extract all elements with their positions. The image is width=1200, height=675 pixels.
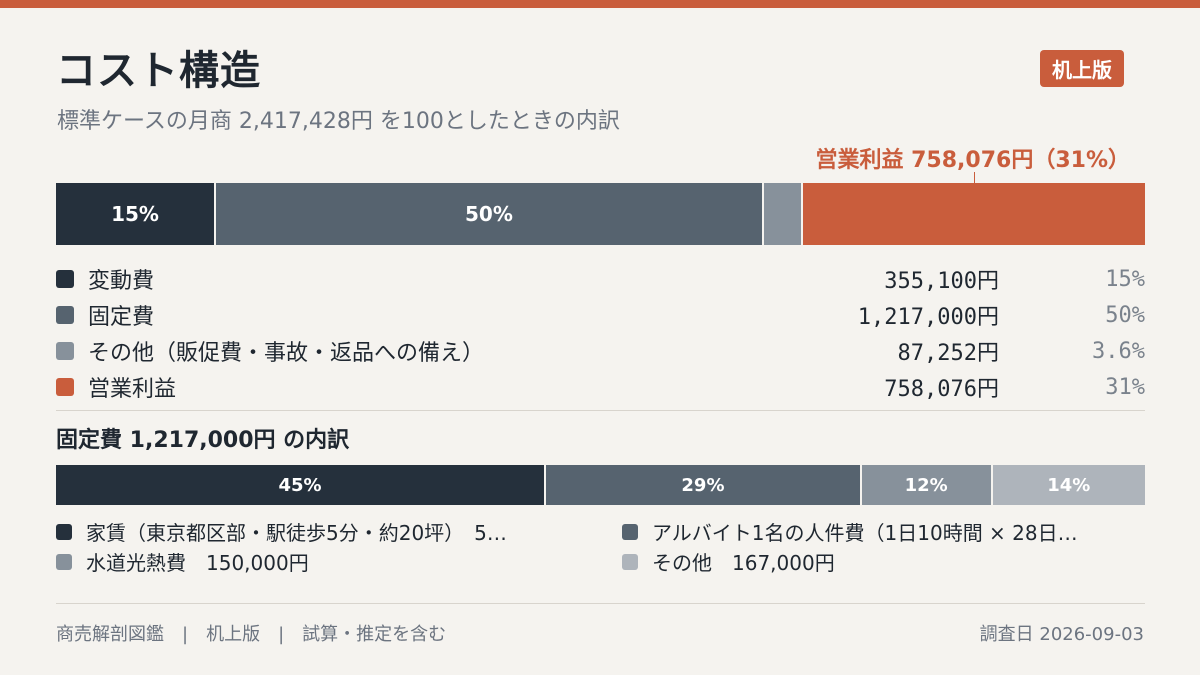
legend-label: その他 167,000円 [652,551,835,575]
legend-label: 営業利益 [88,377,177,402]
legend-value: 1,217,000円 [857,305,999,330]
legend-percent: 3.6% [1092,338,1145,364]
footer-divider [56,603,1145,604]
legend-swatch [56,378,74,396]
legend-label: アルバイト1名の人件費（1日10時間 × 28日… [652,521,1078,545]
breakdown-legend-item: 家賃（東京都区部・駅徒歩5分・約20坪） 5… [56,517,507,546]
bar-segment [763,183,804,245]
bar-segment: 29% [546,465,862,505]
legend-label: その他（販促費・事故・返品への備え） [88,341,485,366]
bar-segment-label: 14% [1047,474,1091,496]
legend-swatch [622,553,638,570]
bar-segment-label: 50% [465,202,513,226]
footer-source: 商売解剖図鑑 | 机上版 | 試算・推定を含む [56,624,447,645]
legend-percent: 31% [1105,374,1145,400]
bar-segment: 45% [56,465,547,505]
legend-swatch [56,342,74,360]
bar-segment: 12% [861,465,993,505]
breakdown-legend-item: アルバイト1名の人件費（1日10時間 × 28日… [622,517,1078,546]
breakdown-legend-item: 水道光熱費 150,000円 [56,547,309,576]
bar-segment-label: 15% [111,202,159,226]
bar-segment: 15% [56,183,217,245]
legend-row: 固定費 1,217,000円 50% [56,297,1145,333]
bar-segment-label: 29% [681,474,725,496]
cost-legend: 変動費 355,100円 15% 固定費 1,217,000円 50% その他（販促費・事故… [56,261,1145,405]
legend-value: 758,076円 [884,377,999,402]
legend-swatch [56,553,72,570]
legend-percent: 50% [1105,302,1145,328]
legend-swatch [56,306,74,324]
bar-segment [803,183,1145,245]
footer-survey-date: 調査日 2026-09-03 [979,624,1144,645]
section-divider [56,410,1145,411]
legend-value: 87,252円 [897,341,999,366]
legend-swatch [56,523,72,540]
legend-swatch [622,523,638,540]
legend-percent: 15% [1105,266,1145,292]
legend-row: 変動費 355,100円 15% [56,261,1145,297]
bar-segment-label: 45% [278,474,322,496]
page-subtitle: 標準ケースの月商 2,417,428円 を100としたときの内訳 [57,109,620,134]
legend-label: 固定費 [88,305,155,330]
profit-callout: 営業利益 758,076円（31%） [815,148,1130,173]
legend-value: 355,100円 [884,269,999,294]
bar-segment: 14% [992,465,1145,505]
top-accent-bar [0,0,1200,8]
legend-label: 変動費 [88,269,155,294]
page-title: コスト構造 [56,48,261,94]
bar-segment: 50% [216,183,764,245]
legend-swatch [56,270,74,288]
legend-label: 水道光熱費 150,000円 [86,551,309,575]
cost-structure-stacked-bar: 15% 50% [56,183,1145,245]
fixed-cost-breakdown-title: 固定費 1,217,000円 の内訳 [56,428,350,453]
fixed-cost-stacked-bar: 45% 29% 12% 14% [56,465,1145,505]
edition-badge: 机上版 [1040,50,1124,87]
legend-label: 家賃（東京都区部・駅徒歩5分・約20坪） 5… [86,521,507,545]
breakdown-legend-item: その他 167,000円 [622,547,835,576]
legend-row: 営業利益 758,076円 31% [56,369,1145,405]
bar-segment-label: 12% [904,474,948,496]
profit-callout-tick [974,172,975,183]
legend-row: その他（販促費・事故・返品への備え） 87,252円 3.6% [56,333,1145,369]
